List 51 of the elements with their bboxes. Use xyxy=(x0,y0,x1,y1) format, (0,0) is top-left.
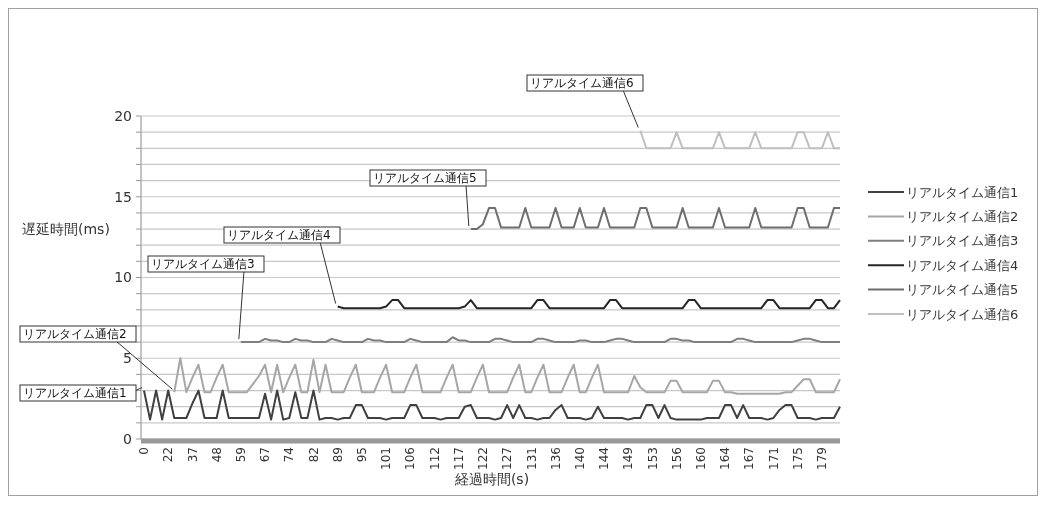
y-axis-title: 遅延時間(ms) xyxy=(22,221,110,237)
x-tick-label: 74 xyxy=(282,447,297,463)
legend-label: リアルタイム通信6 xyxy=(906,306,1019,322)
x-tick-label: 82 xyxy=(306,447,321,463)
text: リアルタイム通信2 xyxy=(23,327,127,342)
x-tick-label: 144 xyxy=(597,447,612,470)
legend-label: リアルタイム通信4 xyxy=(906,257,1019,273)
x-tick-label: 164 xyxy=(718,447,733,470)
x-tick-label: 136 xyxy=(548,447,563,470)
x-tick-label: 160 xyxy=(694,447,708,470)
y-tick-label: 20 xyxy=(114,107,132,124)
x-axis-title: 経過時間(s) xyxy=(453,471,530,487)
x-tick-label: 171 xyxy=(766,447,781,470)
legend-label: リアルタイム通信1 xyxy=(906,184,1019,200)
text: リアルタイム通信5 xyxy=(373,171,477,186)
x-tick-label: 127 xyxy=(500,447,515,470)
y-tick-label: 0 xyxy=(123,430,132,447)
x-tick-label: 22 xyxy=(161,447,176,463)
x-tick-label: 112 xyxy=(427,447,442,470)
text: リアルタイム通信1 xyxy=(23,386,127,401)
legend-label: リアルタイム通信3 xyxy=(906,233,1019,249)
legend-label: リアルタイム通信5 xyxy=(906,282,1019,298)
text: リアルタイム通信4 xyxy=(227,228,331,243)
x-tick-label: 48 xyxy=(209,447,224,463)
x-tick-label: 175 xyxy=(790,447,805,470)
x-tick-label: 179 xyxy=(815,447,830,470)
x-tick-label: 59 xyxy=(234,447,249,463)
x-tick-label: 89 xyxy=(330,447,345,463)
text: リアルタイム通信3 xyxy=(151,257,255,272)
y-tick-label: 10 xyxy=(114,269,132,286)
x-tick-label: 117 xyxy=(451,447,466,470)
x-tick-label: 167 xyxy=(742,447,757,470)
x-tick-label: 0 xyxy=(137,447,152,455)
x-tick-label: 37 xyxy=(185,447,200,463)
x-tick-label: 149 xyxy=(621,447,636,470)
line-series xyxy=(143,389,841,421)
legend-label: リアルタイム通信2 xyxy=(906,208,1019,224)
y-tick-label: 15 xyxy=(114,188,132,205)
text: リアルタイム通信6 xyxy=(530,76,634,91)
x-tick-label: 67 xyxy=(258,447,273,463)
x-tick-label: 106 xyxy=(403,447,418,470)
line-series xyxy=(173,357,841,395)
line-series xyxy=(469,207,841,231)
x-tick-label: 156 xyxy=(669,447,684,470)
x-tick-label: 153 xyxy=(645,447,660,470)
x-tick-label: 95 xyxy=(355,447,370,463)
x-tick-label: 122 xyxy=(476,447,491,470)
x-tick-label: 101 xyxy=(379,447,394,470)
y-tick-label: 5 xyxy=(123,350,132,367)
x-tick-label: 140 xyxy=(572,447,587,470)
x-tick-label: 131 xyxy=(524,447,539,470)
